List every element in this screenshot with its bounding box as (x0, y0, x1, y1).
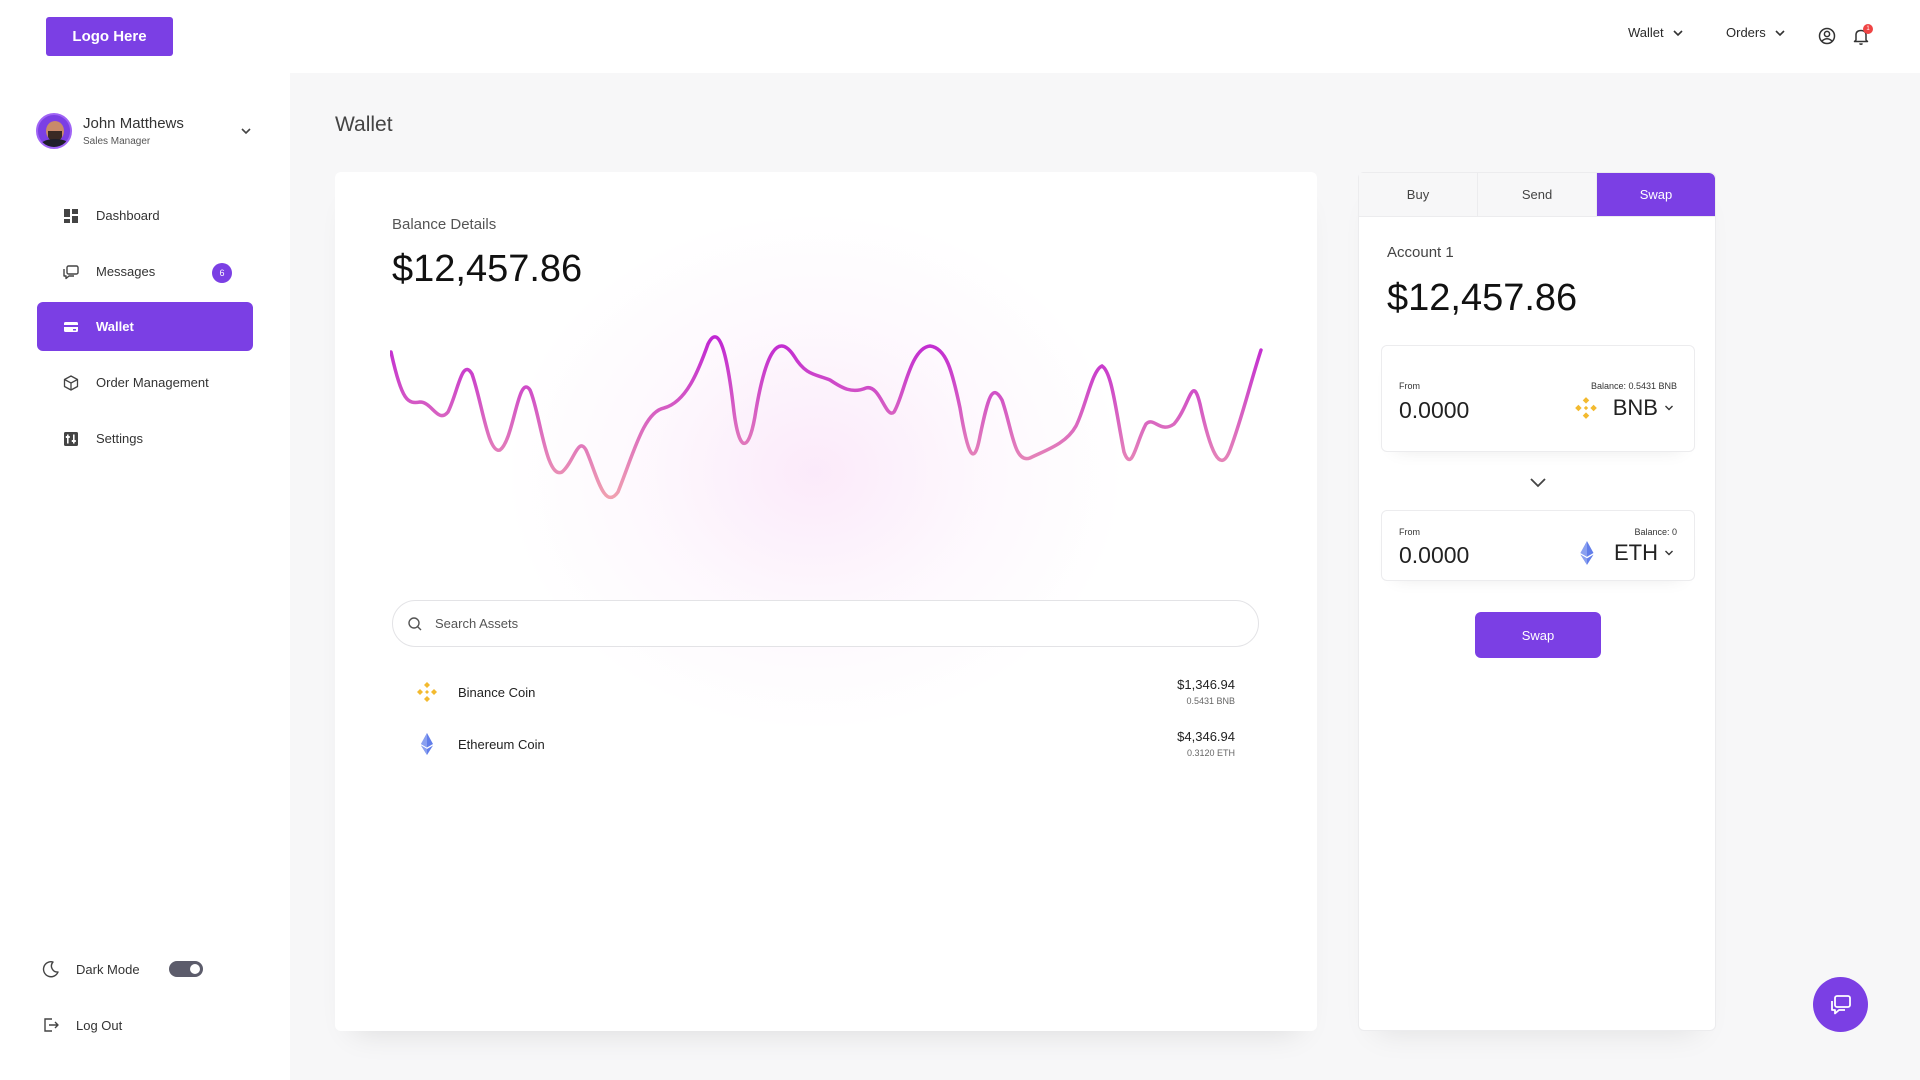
balance-label: Balance Details (392, 216, 497, 233)
nav-orders-label: Orders (1726, 25, 1766, 40)
chat-button[interactable] (1813, 977, 1868, 1032)
asset-amount: $4,346.94 (1177, 729, 1235, 744)
to-coin-select[interactable]: ETH (1574, 540, 1674, 566)
user-name: John Matthews (83, 115, 184, 132)
sidebar-item-dashboard[interactable]: Dashboard (37, 191, 253, 240)
moon-icon (42, 961, 59, 978)
logo-button[interactable]: Logo Here (46, 17, 173, 56)
chevron-down-icon (1665, 405, 1673, 411)
balance-amount: $12,457.86 (392, 248, 583, 290)
account-label: Account 1 (1387, 244, 1454, 261)
tab-buy[interactable]: Buy (1359, 173, 1478, 216)
swap-direction-chevron-icon[interactable] (1528, 472, 1548, 492)
to-label: From (1399, 527, 1420, 537)
nav-wallet-label: Wallet (1628, 25, 1664, 40)
to-amount-input[interactable]: 0.0000 (1399, 542, 1470, 568)
bnb-icon (1574, 397, 1597, 419)
from-label: From (1399, 381, 1420, 391)
dark-mode-toggle[interactable] (169, 961, 203, 977)
search-input[interactable] (435, 616, 1235, 631)
search-icon (408, 616, 422, 630)
dashboard-icon (64, 208, 78, 223)
chevron-down-icon (1665, 550, 1673, 556)
sidebar: John Matthews Sales Manager Dashboard Me… (0, 73, 290, 1080)
asset-sub-amount: 0.5431 BNB (1186, 696, 1235, 706)
logout-button[interactable]: Log Out (42, 1013, 242, 1037)
user-circle-icon[interactable] (1817, 26, 1837, 46)
chevron-down-icon (1673, 29, 1683, 36)
sidebar-item-label: Order Management (96, 375, 209, 390)
page-title: Wallet (335, 113, 393, 136)
box-icon (63, 374, 79, 391)
sidebar-item-label: Wallet (96, 319, 134, 334)
from-balance: Balance: 0.5431 BNB (1590, 381, 1677, 391)
asset-name: Binance Coin (458, 685, 536, 700)
top-bar: Logo Here Wallet Orders 1 (0, 0, 1920, 73)
bell-icon[interactable] (1851, 26, 1871, 46)
balance-line (390, 335, 1263, 500)
bnb-icon (417, 682, 437, 702)
swap-button[interactable]: Swap (1475, 612, 1601, 658)
nav-wallet-dropdown[interactable]: Wallet (1628, 25, 1684, 40)
balance-chart (390, 335, 1263, 542)
to-coin-label: ETH (1614, 540, 1658, 565)
sidebar-item-label: Settings (96, 431, 143, 446)
sidebar-item-wallet[interactable]: Wallet (37, 302, 253, 351)
dark-mode-label: Dark Mode (76, 961, 140, 977)
asset-name: Ethereum Coin (458, 737, 545, 752)
tab-swap[interactable]: Swap (1597, 173, 1715, 216)
search-assets-box[interactable] (392, 600, 1259, 647)
messages-count-badge: 6 (212, 263, 232, 283)
asset-sub-amount: 0.3120 ETH (1186, 748, 1235, 758)
sidebar-item-order-management[interactable]: Order Management (37, 358, 253, 407)
account-amount: $12,457.86 (1387, 277, 1578, 319)
from-amount-input[interactable]: 0.0000 (1399, 397, 1470, 423)
avatar (36, 113, 72, 149)
chat-icon (1830, 994, 1851, 1014)
messages-icon (63, 264, 79, 279)
balance-card: Balance Details $12,457.86 (335, 172, 1317, 1031)
asset-row-binance[interactable]: Binance Coin $1,346.94 0.5431 BNB (415, 674, 1235, 714)
logout-label: Log Out (76, 1017, 123, 1033)
swap-tabs: Buy Send Swap (1359, 173, 1715, 217)
swap-from-box: From 0.0000 Balance: 0.5431 BNB BNB (1381, 345, 1695, 452)
chevron-down-icon (1775, 29, 1785, 36)
wallet-icon (64, 321, 78, 332)
from-coin-label: BNB (1612, 395, 1658, 420)
chevron-down-icon[interactable] (240, 125, 252, 137)
sidebar-item-messages[interactable]: Messages 6 (37, 247, 253, 296)
asset-amount: $1,346.94 (1177, 677, 1235, 692)
sidebar-item-label: Messages (96, 264, 156, 279)
tab-send[interactable]: Send (1478, 173, 1597, 216)
to-balance: Balance: 0 (1634, 527, 1677, 537)
user-role: Sales Manager (83, 136, 151, 147)
from-coin-select[interactable]: BNB (1573, 395, 1674, 421)
notification-badge: 1 (1863, 24, 1873, 34)
sidebar-item-label: Dashboard (96, 208, 160, 223)
main-content: Wallet Balance Details $12,457.86 (290, 73, 1920, 1080)
user-profile[interactable]: John Matthews Sales Manager (36, 113, 256, 153)
logout-icon (44, 1018, 59, 1032)
swap-to-box: From 0.0000 Balance: 0 ETH (1381, 510, 1695, 581)
settings-icon (64, 431, 78, 446)
sidebar-item-settings[interactable]: Settings (37, 414, 253, 463)
eth-icon (421, 733, 433, 755)
asset-row-ethereum[interactable]: Ethereum Coin $4,346.94 0.3120 ETH (415, 726, 1235, 766)
nav-orders-dropdown[interactable]: Orders (1726, 25, 1786, 40)
eth-icon (1580, 541, 1594, 565)
dark-mode-row: Dark Mode (42, 957, 242, 981)
swap-panel: Buy Send Swap Account 1 $12,457.86 From … (1358, 172, 1716, 1031)
